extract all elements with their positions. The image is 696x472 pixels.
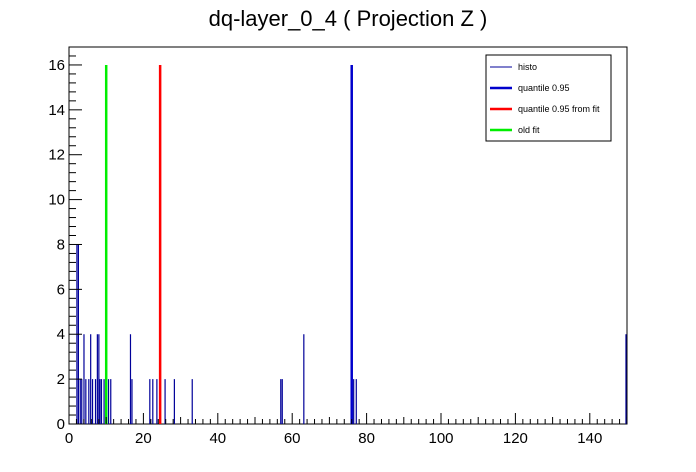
histogram-bin — [129, 334, 132, 424]
histogram-bin — [79, 379, 81, 424]
histogram-bin — [303, 334, 305, 424]
histogram-bin — [191, 379, 193, 424]
histogram-bin — [90, 334, 92, 424]
y-tick-label: 6 — [57, 281, 65, 298]
histogram-bin — [94, 379, 97, 424]
legend-label-old-fit: old fit — [518, 125, 540, 135]
histogram-bin — [88, 379, 90, 424]
histogram-bin — [281, 379, 283, 424]
legend-box — [485, 54, 612, 142]
histogram-bin — [91, 379, 94, 424]
x-axis: 0 20 40 60 80 100 120 140 — [65, 413, 628, 447]
histogram-bin — [164, 379, 166, 424]
legend-label-histo: histo — [518, 62, 537, 72]
legend: histo quantile 0.95 quantile 0.95 from f… — [485, 54, 612, 142]
chart-title: dq-layer_0_4 ( Projection Z ) — [209, 6, 488, 31]
x-tick-label: 0 — [65, 430, 73, 447]
x-tick-label: 40 — [209, 430, 226, 447]
x-tick-label: 80 — [358, 430, 375, 447]
histogram-bin — [355, 379, 357, 424]
y-tick-label: 4 — [57, 326, 65, 343]
y-axis: 0 2 4 6 8 10 12 14 16 — [48, 46, 82, 433]
histogram-bin — [173, 379, 175, 424]
histogram-bin — [99, 379, 101, 424]
y-tick-label: 16 — [48, 57, 65, 74]
histogram-bin — [625, 334, 627, 424]
histogram-bin — [96, 334, 98, 424]
x-tick-label: 120 — [503, 430, 528, 447]
y-tick-label: 8 — [57, 236, 65, 253]
histogram-bin — [149, 379, 151, 424]
x-tick-label: 100 — [428, 430, 453, 447]
x-tick-label: 20 — [135, 430, 152, 447]
y-tick-label: 2 — [57, 371, 65, 388]
histogram-bin — [131, 379, 133, 424]
legend-label-quantile-fit: quantile 0.95 from fit — [518, 104, 600, 114]
histogram-bin — [85, 379, 87, 424]
histogram-bin — [98, 334, 100, 424]
vertical-lines — [104, 64, 353, 424]
histogram-bin — [110, 379, 112, 424]
legend-label-quantile: quantile 0.95 — [518, 83, 570, 93]
histogram-bin — [152, 379, 154, 424]
histogram-bin — [107, 379, 110, 424]
histogram-bin — [81, 379, 83, 424]
x-tick-label: 140 — [577, 430, 602, 447]
histogram-bin — [156, 379, 158, 424]
x-tick-label: 60 — [284, 430, 301, 447]
histogram-bin — [353, 379, 355, 424]
y-tick-label: 14 — [48, 102, 65, 119]
histogram-bin — [280, 379, 282, 424]
histogram-bin — [100, 379, 103, 424]
histogram-bin — [103, 379, 105, 424]
histogram-bin — [83, 334, 85, 424]
y-tick-label: 12 — [48, 147, 65, 164]
y-tick-label: 10 — [48, 192, 65, 209]
y-tick-label: 0 — [57, 416, 65, 433]
